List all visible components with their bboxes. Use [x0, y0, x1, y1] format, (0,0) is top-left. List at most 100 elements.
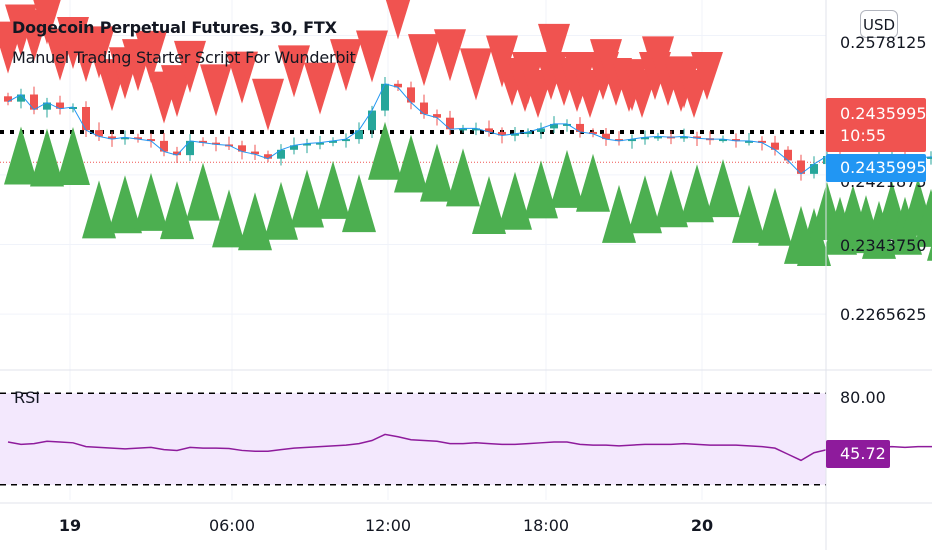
close-line [7, 83, 932, 175]
candle-body [433, 114, 441, 118]
buy-signal-triangle [576, 153, 610, 212]
candle-body [550, 123, 558, 129]
x-tick-label: 19 [58, 516, 82, 535]
currency-button[interactable]: USD [860, 10, 898, 38]
sell-signal-triangle [135, 30, 167, 83]
sell-signal-triangle [434, 29, 466, 82]
sell-signal-triangle [408, 34, 440, 87]
buy-signal-triangle [420, 143, 454, 202]
candle-body [745, 140, 753, 143]
candle-body [290, 145, 298, 150]
candle-body [303, 143, 311, 146]
sell-signal-triangle [385, 0, 411, 40]
candle-body [316, 142, 324, 145]
rsi-band [0, 393, 826, 485]
buy-signal-triangle [914, 188, 932, 247]
candle-body [602, 133, 610, 140]
candle-body [537, 128, 545, 132]
candle-body [277, 149, 285, 159]
candle-body [719, 139, 727, 142]
sell-signal-triangle [83, 26, 115, 79]
candle-body [459, 128, 467, 131]
buy-signal-triangle [498, 171, 532, 230]
buy-signal-triangle [446, 148, 480, 207]
buy-signal-triangle [368, 121, 402, 180]
sell-signal-triangle [57, 16, 89, 69]
candle-body [355, 130, 363, 140]
chart-title: Dogecoin Perpetual Futures, 30, FTX [12, 18, 337, 37]
rsi-value-tag: 45.72 [826, 440, 890, 468]
sell-signal-triangle [226, 51, 258, 104]
candle-body [810, 164, 818, 174]
buy-signal-triangle [472, 175, 506, 234]
candle-body [160, 140, 168, 152]
candle-body [82, 106, 90, 131]
candle-body [108, 136, 116, 140]
buy-signal-triangle [342, 174, 376, 233]
sell-signal-triangle [200, 64, 232, 117]
candle-body [238, 145, 246, 152]
candle-body [147, 139, 155, 142]
rsi-upper-label: 80.00 [840, 388, 886, 407]
candle-body [407, 87, 415, 103]
candle-body [251, 151, 259, 155]
buy-signal-triangle [238, 192, 272, 251]
sell-markers [0, 0, 723, 131]
candle-body [576, 123, 584, 132]
buy-signal-triangle [264, 181, 298, 240]
candle-body [95, 130, 103, 137]
y-tick-label: 0.2343750 [840, 236, 927, 255]
buy-signal-triangle [108, 175, 142, 234]
buy-signal-triangle [30, 128, 64, 187]
sell-signal-triangle [356, 30, 388, 83]
last-price-tag: 0.2435995 10:55 [826, 98, 927, 152]
candle-body [524, 131, 532, 134]
candle-body [30, 94, 38, 110]
buy-signal-triangle [524, 160, 558, 219]
rsi-pane [0, 392, 932, 486]
buy-signal-triangle [4, 126, 38, 185]
x-tick-label: 06:00 [208, 516, 256, 535]
candle-body [264, 154, 272, 159]
candle-body [56, 102, 64, 109]
sell-signal-triangle [161, 65, 193, 118]
candle-body [173, 151, 181, 156]
x-tick-label: 20 [690, 516, 714, 535]
buy-signal-triangle [628, 175, 662, 234]
buy-signal-triangle [550, 149, 584, 208]
buy-signal-triangle [732, 184, 766, 243]
rsi-label: RSI [14, 388, 40, 407]
candle-body [628, 139, 636, 142]
sell-signal-triangle [278, 45, 310, 98]
candle-body [329, 140, 337, 143]
candle-body [121, 137, 129, 140]
last-price-value: 0.2435995 [840, 104, 927, 123]
sell-signal-triangle [174, 40, 206, 93]
candle-body [368, 110, 376, 131]
candle-body [381, 83, 389, 111]
candle-body [693, 136, 701, 139]
candle-body [641, 137, 649, 140]
candle-body [589, 131, 597, 134]
candle-body [784, 149, 792, 161]
y-tick-label: 0.2265625 [840, 305, 927, 324]
price-line-tag: 0.2435995 [826, 154, 927, 182]
sell-signal-triangle [538, 23, 570, 76]
buy-signal-triangle [654, 169, 688, 228]
sell-signal-triangle [330, 39, 362, 92]
candle-body [472, 128, 480, 131]
candle-body [43, 102, 51, 110]
buy-signal-triangle [394, 134, 428, 193]
y-tick-label: 0.2578125 [840, 33, 927, 52]
candle-body [394, 83, 402, 88]
candle-body [212, 142, 220, 145]
buy-signal-triangle [212, 189, 246, 248]
buy-signal-triangle [160, 181, 194, 240]
candle-body [732, 139, 740, 142]
sell-signal-triangle [304, 62, 336, 115]
candle-body [797, 160, 805, 174]
candle-body [4, 96, 12, 102]
buy-signal-triangle [186, 162, 220, 221]
buy-signal-triangle [758, 187, 792, 246]
